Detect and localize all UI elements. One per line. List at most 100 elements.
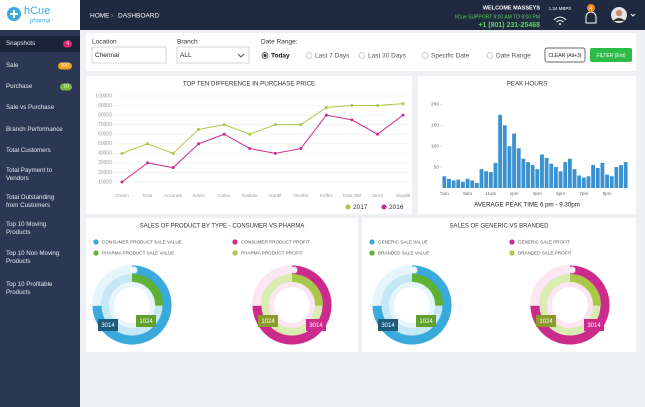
sidebar-badge: 100 xyxy=(57,62,72,70)
x-tick-label: Zerol xyxy=(372,193,382,198)
sidebar-item[interactable]: Total Payment to Vendors xyxy=(0,164,80,186)
panel-title: SALES OF PRODUCT BY TYPE - CONSUMER VS P… xyxy=(140,224,305,230)
donut-center xyxy=(114,287,150,323)
avatar-caret[interactable] xyxy=(630,13,636,17)
y-tick-label: 60000 xyxy=(98,132,112,138)
legend-marker xyxy=(369,239,375,245)
x-tick-label: 5pm xyxy=(556,191,565,196)
legend-marker xyxy=(381,204,387,210)
radio-label: Date Range xyxy=(496,53,531,60)
bar xyxy=(619,165,623,188)
bar xyxy=(470,180,475,188)
radio-button[interactable] xyxy=(358,52,366,59)
legend-label: GENERIC SALE PROFIT xyxy=(518,240,570,245)
sidebar-item[interactable]: Purchase 10 xyxy=(0,79,80,95)
legend-label: 2016 xyxy=(389,204,404,211)
radio-button[interactable] xyxy=(305,52,313,59)
arc-handle xyxy=(130,266,138,274)
welcome-text: WELCOME MASSEYS xyxy=(483,5,540,11)
bar xyxy=(614,167,619,188)
radio-button[interactable] xyxy=(421,52,429,59)
sidebar-item[interactable]: Total Outstanding from Customers xyxy=(0,191,80,213)
value-box xyxy=(536,315,556,327)
branch-value: ALL xyxy=(180,52,192,59)
logo-sub: pharma xyxy=(30,19,51,25)
value-label: 3014 xyxy=(587,323,601,329)
bar xyxy=(526,162,530,188)
value-label: 3014 xyxy=(101,323,115,329)
x-tick-label: Radiate xyxy=(242,193,258,198)
sidebar: Snapshots 4 Sale 100 Purchase 10 Sale vs Purch… xyxy=(0,30,80,407)
bar xyxy=(484,171,489,188)
data-point xyxy=(299,123,303,127)
x-tick-label: 3pm xyxy=(533,191,542,196)
sidebar-item[interactable]: Snapshots 4 xyxy=(0,36,80,52)
bar xyxy=(595,167,600,188)
y-tick-label: 100 xyxy=(431,143,439,149)
x-tick-label: Ocefen xyxy=(293,193,308,198)
data-point xyxy=(171,151,175,155)
bar xyxy=(544,157,549,188)
bar xyxy=(600,162,605,188)
clear-button[interactable] xyxy=(544,47,586,63)
sidebar-item[interactable]: Sale vs Purchase xyxy=(0,100,80,116)
y-tick-label: 50 xyxy=(434,164,440,170)
legend-label: 2017 xyxy=(353,204,368,211)
bell-icon[interactable] xyxy=(585,11,597,24)
sidebar-item[interactable]: Top 10 Moving Products xyxy=(0,218,80,240)
speed-text: 1.34 MBPS xyxy=(549,6,572,11)
legend-marker xyxy=(93,239,99,245)
y-tick-label: 30000 xyxy=(98,160,112,166)
bar xyxy=(609,176,614,188)
bar xyxy=(535,169,540,188)
bar xyxy=(447,178,451,188)
branch-label: Branch xyxy=(177,39,198,46)
y-tick-label: 70000 xyxy=(98,122,112,128)
line-series xyxy=(121,114,404,183)
y-tick-label: 50000 xyxy=(98,141,112,147)
sidebar-label: Sale vs Purchase xyxy=(6,104,55,111)
bar xyxy=(572,169,577,188)
x-tick-label: 9am xyxy=(463,191,472,196)
bar xyxy=(451,180,456,188)
bar xyxy=(521,158,526,188)
y-tick-label: 80000 xyxy=(98,112,112,118)
data-point xyxy=(375,132,379,136)
bar xyxy=(465,178,470,188)
bar xyxy=(502,125,507,188)
location-input[interactable] xyxy=(91,46,167,64)
sidebar-item[interactable]: Branch Performance xyxy=(0,122,80,138)
breadcrumb-home[interactable]: HOME xyxy=(90,13,110,20)
donut-arc xyxy=(291,274,323,306)
value-label: 1024 xyxy=(139,319,153,325)
bar xyxy=(498,114,503,188)
legend-label: PHARMA PRODUCT SALE VALUE xyxy=(102,251,174,256)
donut-center xyxy=(552,287,588,323)
arc-handle xyxy=(568,266,576,274)
radio-label: Today xyxy=(271,53,290,60)
donut-arc xyxy=(411,274,443,306)
support-text: hCue SUPPORT 9:00 AM TO 8:00 PM xyxy=(455,14,540,20)
y-tick-label: 10000 xyxy=(98,179,112,185)
data-point xyxy=(324,113,328,117)
data-point xyxy=(324,105,328,109)
sidebar-label: Snapshots xyxy=(6,40,36,47)
bar xyxy=(512,133,516,188)
radio-button[interactable] xyxy=(486,52,494,59)
top-bar xyxy=(80,0,645,30)
filter-button[interactable] xyxy=(590,48,632,62)
legend-label: BRANDED SALE VALUE xyxy=(378,251,429,256)
radio-label: Last 30 Days xyxy=(368,53,407,60)
sidebar-item[interactable]: Total Customers xyxy=(0,143,80,159)
bar-chart-panel xyxy=(418,76,636,214)
bar xyxy=(540,154,544,188)
x-tick-label: Dolo 250 xyxy=(343,193,362,198)
legend-label: CONSUMER PRODUCT PROFIT xyxy=(241,240,310,245)
x-tick-label: 7am xyxy=(440,191,449,196)
sidebar-item[interactable]: Top 10 Non Moving Products xyxy=(0,247,80,269)
branch-select[interactable] xyxy=(176,46,250,64)
sidebar-label: Sale xyxy=(6,62,19,69)
sidebar-item[interactable]: Top 10 Profitable Products xyxy=(0,278,80,300)
sidebar-item[interactable]: Sale 100 xyxy=(0,58,80,74)
donut-arc xyxy=(131,274,163,306)
